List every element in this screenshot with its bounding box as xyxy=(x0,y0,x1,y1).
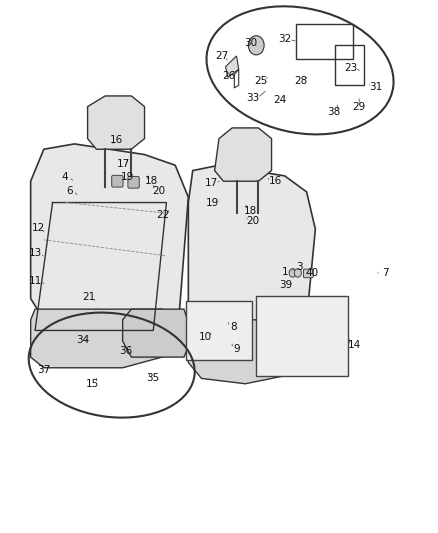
Text: 24: 24 xyxy=(273,95,286,105)
Polygon shape xyxy=(88,96,145,149)
Text: 38: 38 xyxy=(327,107,340,117)
Text: 27: 27 xyxy=(215,51,228,61)
Text: 16: 16 xyxy=(268,176,282,186)
FancyBboxPatch shape xyxy=(186,301,252,360)
FancyBboxPatch shape xyxy=(112,175,123,187)
Circle shape xyxy=(248,36,264,55)
Text: 20: 20 xyxy=(152,186,165,196)
Text: 14: 14 xyxy=(348,341,361,350)
Text: 11: 11 xyxy=(29,277,42,286)
Text: 12: 12 xyxy=(32,223,45,233)
Text: 10: 10 xyxy=(198,332,212,342)
Text: 13: 13 xyxy=(29,248,42,258)
Text: 3: 3 xyxy=(296,262,303,271)
Text: 23: 23 xyxy=(344,63,357,73)
Text: 17: 17 xyxy=(117,159,130,169)
Text: 36: 36 xyxy=(120,346,133,356)
Text: 15: 15 xyxy=(86,379,99,389)
Text: 33: 33 xyxy=(247,93,260,103)
Text: 40: 40 xyxy=(305,268,318,278)
Polygon shape xyxy=(226,56,239,77)
Text: 20: 20 xyxy=(247,216,260,226)
Text: 37: 37 xyxy=(37,366,50,375)
Polygon shape xyxy=(31,144,188,330)
Text: 32: 32 xyxy=(278,35,291,44)
Text: 19: 19 xyxy=(121,172,134,182)
Text: 35: 35 xyxy=(146,374,159,383)
Text: 25: 25 xyxy=(254,76,268,86)
Text: 31: 31 xyxy=(369,83,382,92)
Polygon shape xyxy=(31,309,171,368)
Polygon shape xyxy=(123,309,193,357)
Text: 21: 21 xyxy=(82,293,95,302)
Text: 16: 16 xyxy=(110,135,123,144)
Text: 4: 4 xyxy=(61,172,68,182)
Text: 7: 7 xyxy=(382,268,389,278)
Text: 34: 34 xyxy=(76,335,89,344)
Text: 39: 39 xyxy=(279,280,292,290)
Text: 9: 9 xyxy=(233,344,240,353)
Text: 17: 17 xyxy=(205,178,218,188)
Text: 1: 1 xyxy=(282,267,289,277)
Text: 29: 29 xyxy=(353,102,366,111)
Text: 22: 22 xyxy=(156,211,170,220)
Text: 18: 18 xyxy=(244,206,257,215)
Text: 18: 18 xyxy=(145,176,158,186)
Text: 28: 28 xyxy=(294,76,307,86)
Text: 30: 30 xyxy=(244,38,257,47)
FancyBboxPatch shape xyxy=(304,269,313,278)
Polygon shape xyxy=(188,165,315,352)
Text: 8: 8 xyxy=(230,322,237,332)
Circle shape xyxy=(294,269,301,277)
Text: 26: 26 xyxy=(222,71,235,80)
Polygon shape xyxy=(215,128,272,181)
Circle shape xyxy=(289,269,296,277)
FancyBboxPatch shape xyxy=(128,176,139,188)
Text: 19: 19 xyxy=(206,198,219,207)
FancyBboxPatch shape xyxy=(256,296,348,376)
Text: 6: 6 xyxy=(66,186,73,196)
Polygon shape xyxy=(188,320,311,384)
